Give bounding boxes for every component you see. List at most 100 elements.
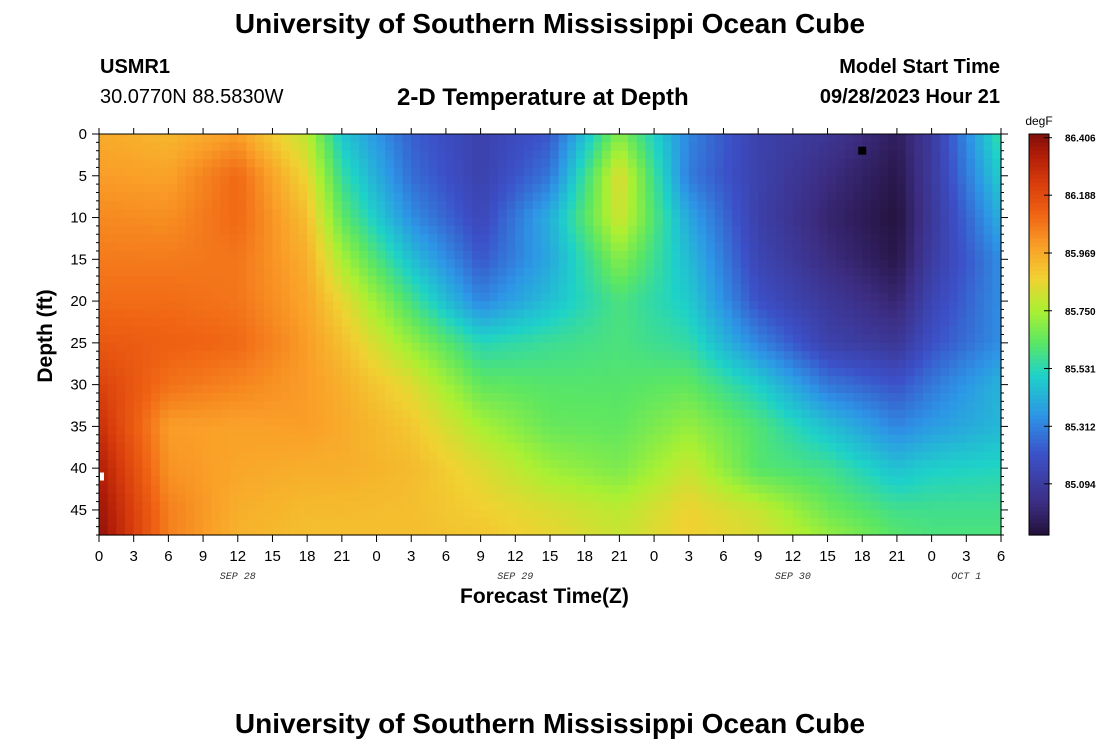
heatmap-cell — [272, 501, 282, 511]
heatmap-cell — [732, 443, 742, 453]
heatmap-cell — [463, 134, 473, 143]
heatmap-cell — [645, 493, 655, 503]
heatmap-cell — [393, 501, 404, 511]
heatmap-cell — [680, 284, 690, 294]
heatmap-cell — [532, 384, 542, 394]
heatmap-cell — [966, 476, 976, 486]
heatmap-cell — [654, 242, 664, 252]
heatmap-cell — [879, 276, 889, 285]
heatmap-cell — [463, 276, 473, 285]
heatmap-cell — [125, 192, 135, 202]
heatmap-cell — [411, 276, 421, 285]
heatmap-cell — [914, 217, 924, 227]
heatmap-cell — [844, 418, 855, 427]
heatmap-cell — [133, 476, 143, 486]
heatmap-cell — [636, 259, 646, 269]
heatmap-cell — [289, 309, 300, 319]
heatmap-cell — [749, 301, 759, 311]
heatmap-cell — [593, 493, 603, 503]
heatmap-cell — [948, 401, 959, 411]
heatmap-cell — [402, 376, 412, 386]
heatmap-cell — [350, 359, 360, 369]
heatmap-cell — [116, 225, 126, 235]
heatmap-cell — [784, 175, 794, 185]
heatmap-cell — [437, 267, 447, 277]
heatmap-cell — [853, 259, 863, 269]
heatmap-cell — [940, 259, 950, 269]
heatmap-cell — [680, 225, 690, 235]
heatmap-cell — [471, 401, 482, 411]
heatmap-cell — [974, 493, 985, 503]
heatmap-cell — [272, 317, 282, 327]
heatmap-cell — [602, 526, 612, 536]
heatmap-cell — [827, 476, 837, 486]
heatmap-cell — [948, 150, 959, 160]
heatmap-cell — [974, 200, 985, 210]
heatmap-cell — [411, 501, 421, 511]
heatmap-cell — [203, 192, 213, 202]
heatmap-cell — [419, 184, 430, 194]
heatmap-cell — [107, 184, 117, 194]
heatmap-cell — [350, 493, 360, 503]
heatmap-cell — [645, 150, 655, 160]
heatmap-cell — [142, 376, 152, 386]
heatmap-cell — [879, 409, 889, 419]
heatmap-cell — [385, 518, 395, 528]
heatmap-cell — [350, 301, 360, 311]
heatmap-cell — [402, 384, 412, 394]
heatmap-cell — [784, 326, 794, 336]
heatmap-cell — [567, 284, 577, 294]
heatmap-cell — [576, 493, 586, 503]
heatmap-cell — [454, 434, 464, 444]
heatmap-cell — [350, 276, 360, 285]
heatmap-cell — [428, 175, 438, 185]
heatmap-cell — [862, 359, 872, 369]
heatmap-cell — [272, 434, 282, 444]
heatmap-cell — [688, 409, 699, 419]
heatmap-cell — [211, 217, 222, 227]
heatmap-cell — [974, 443, 985, 453]
heatmap-cell — [263, 468, 274, 478]
heatmap-cell — [697, 250, 707, 260]
heatmap-cell — [914, 317, 924, 327]
heatmap-cell — [550, 409, 560, 419]
heatmap-cell — [576, 468, 586, 478]
heatmap-cell — [142, 334, 152, 344]
heatmap-cell — [168, 493, 178, 503]
heatmap-cell — [324, 493, 334, 503]
heatmap-cell — [879, 192, 889, 202]
heatmap-cell — [870, 526, 881, 536]
heatmap-cell — [714, 501, 725, 511]
heatmap-cell — [411, 225, 421, 235]
heatmap-cell — [367, 225, 378, 235]
heatmap-cell — [610, 484, 620, 494]
heatmap-cell — [550, 184, 560, 194]
heatmap-cell — [307, 301, 317, 311]
heatmap-cell — [628, 326, 638, 336]
heatmap-cell — [203, 509, 213, 519]
heatmap-cell — [324, 359, 334, 369]
heatmap-cell — [497, 134, 508, 143]
heatmap-cell — [602, 276, 612, 285]
heatmap-cell — [584, 351, 594, 361]
heatmap-cell — [602, 434, 612, 444]
heatmap-cell — [298, 526, 308, 536]
heatmap-cell — [324, 150, 334, 160]
heatmap-cell — [966, 342, 976, 352]
heatmap-cell — [810, 392, 820, 402]
heatmap-cell — [836, 267, 846, 277]
heatmap-cell — [732, 192, 742, 202]
heatmap-cell — [931, 192, 941, 202]
heatmap-cell — [341, 276, 352, 285]
heatmap-cell — [437, 284, 447, 294]
heatmap-cell — [827, 175, 837, 185]
heatmap-cell — [272, 459, 282, 469]
heatmap-cell — [289, 334, 300, 344]
heatmap-cell — [506, 351, 516, 361]
heatmap-cell — [940, 209, 950, 219]
heatmap-cell — [315, 518, 326, 528]
heatmap-cell — [671, 276, 681, 285]
heatmap-cell — [341, 426, 352, 436]
heatmap-cell — [792, 276, 803, 285]
heatmap-cell — [159, 259, 169, 269]
